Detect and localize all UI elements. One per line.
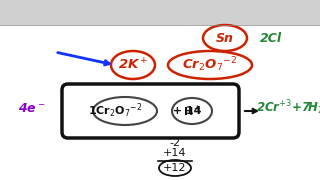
Text: 1Cr$_2$O$_7$$^{-2}$: 1Cr$_2$O$_7$$^{-2}$ (88, 102, 142, 120)
Text: + 14: + 14 (165, 106, 202, 116)
Text: 2Cl: 2Cl (260, 31, 282, 44)
Text: 2Cr$^{+3}$+7H$_2$O: 2Cr$^{+3}$+7H$_2$O (256, 99, 320, 117)
Text: -2: -2 (169, 138, 180, 148)
Bar (0, 25, 320, 180)
Text: Cr$_2$O$_7$$^{-2}$: Cr$_2$O$_7$$^{-2}$ (182, 56, 237, 74)
Text: 4e$^-$: 4e$^-$ (18, 102, 46, 114)
Text: 2K$^+$: 2K$^+$ (118, 57, 148, 73)
Text: +14: +14 (163, 148, 187, 158)
Text: Sn: Sn (216, 31, 234, 44)
Text: H$^+$: H$^+$ (183, 103, 201, 119)
Bar (0, 0, 320, 25)
Text: +12: +12 (163, 163, 187, 173)
